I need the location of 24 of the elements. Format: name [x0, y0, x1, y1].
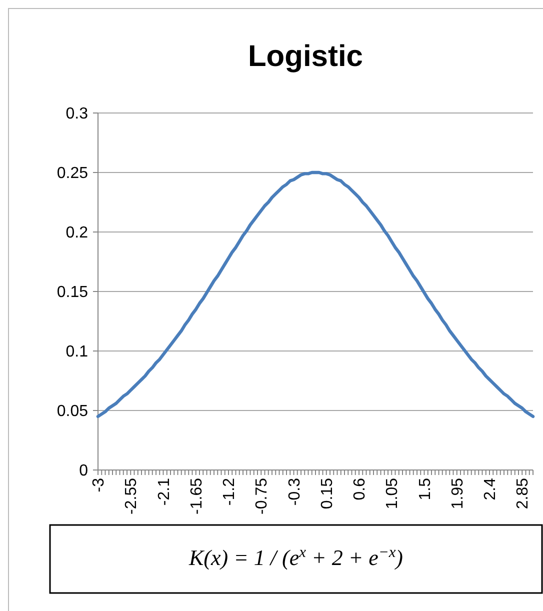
- y-tick-label: 0.1: [66, 344, 88, 361]
- x-tick-label: 2.4: [482, 478, 500, 500]
- y-tick-label: 0.3: [66, 106, 88, 123]
- x-tick-label: 0.15: [318, 478, 336, 510]
- x-tick-label: -1.2: [221, 478, 238, 506]
- x-tick-label: -1.65: [188, 478, 206, 514]
- text: 0: [79, 462, 88, 480]
- x-tick-label: -2.55: [123, 478, 140, 514]
- x-tick-label: 0.6: [352, 478, 369, 500]
- x-tick-label: 1.05: [384, 478, 402, 510]
- x-tick-label: -2.1: [156, 478, 173, 506]
- chart-title: Logistic: [248, 40, 364, 73]
- y-tick-label: 0.25: [56, 165, 88, 182]
- x-tick-label: 1.95: [449, 478, 466, 510]
- y-tick-label: 0.2: [66, 224, 88, 242]
- y-tick-label: 0.15: [56, 284, 88, 302]
- line-series: [96, 170, 535, 418]
- x-tick-label: -0.3: [286, 478, 304, 506]
- x-tick-label: 1.5: [416, 478, 434, 500]
- x-tick-label: -3: [90, 478, 108, 492]
- y-tick-label: 0.05: [56, 403, 88, 420]
- x-tick-label: -0.75: [254, 478, 271, 514]
- text: K(x) = 1 / (e$^{x}$ + 2 + e$^{−x}$): [188, 544, 403, 570]
- x-tick-label: 2.85: [514, 478, 532, 510]
